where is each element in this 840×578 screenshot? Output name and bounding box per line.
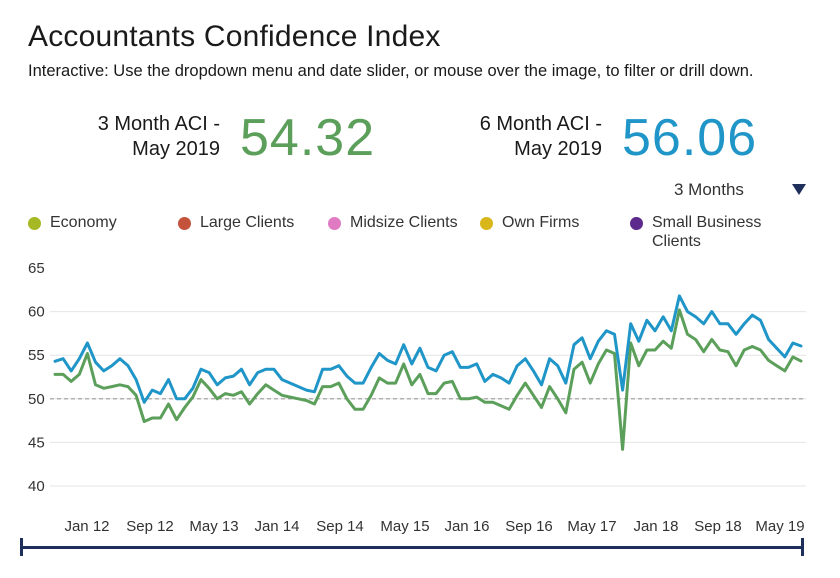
x-tick-label: May 19 — [755, 518, 804, 535]
legend-label: Midsize Clients — [350, 214, 458, 231]
period-dropdown[interactable]: 3 Months — [640, 178, 810, 204]
y-tick-label: 60 — [28, 304, 45, 321]
series-line-6-month-aci[interactable] — [53, 294, 803, 404]
legend-dot-icon — [178, 217, 191, 230]
kpi-6-month-label-line1: 6 Month ACI - — [479, 113, 602, 135]
y-tick-label: 50 — [28, 391, 45, 408]
legend-dot-icon — [328, 217, 341, 230]
x-tick-label: Jan 16 — [444, 518, 489, 535]
legend-dot-icon — [630, 217, 643, 230]
legend: Economy Large Clients Midsize Clients Ow… — [28, 213, 818, 255]
chart-subtitle: Interactive: Use the dropdown menu and d… — [28, 62, 754, 80]
legend-label: Own Firms — [502, 214, 580, 231]
kpi-6-month-label: 6 Month ACI - May 2019 — [442, 112, 602, 162]
slider-handle-start[interactable] — [20, 538, 23, 556]
y-axis-ticks: 65 60 55 50 45 40 — [28, 260, 45, 495]
series-line-3-month-aci[interactable] — [53, 308, 803, 451]
x-tick-label: Jan 18 — [633, 518, 678, 535]
y-tick-label: 45 — [28, 434, 45, 451]
chart-title: Accountants Confidence Index — [28, 20, 441, 53]
x-tick-label: Jan 12 — [64, 518, 109, 535]
legend-label: Small Business Clients — [652, 214, 762, 250]
x-tick-label: May 13 — [189, 518, 238, 535]
period-dropdown-value: 3 Months — [674, 180, 744, 199]
kpi-3-month-label-line1: 3 Month ACI - — [97, 113, 220, 135]
chart-series — [53, 294, 803, 451]
slider-handle-end[interactable] — [801, 538, 804, 556]
x-tick-label: May 15 — [380, 518, 429, 535]
kpi-3-month-value: 54.32 — [240, 109, 376, 167]
legend-label: Economy — [50, 214, 117, 231]
triangle-down-icon — [792, 184, 806, 195]
kpi-3-month-label: 3 Month ACI - May 2019 — [60, 112, 220, 162]
y-tick-label: 40 — [28, 478, 45, 495]
x-tick-label: Sep 16 — [505, 518, 553, 535]
date-range-slider[interactable] — [20, 538, 804, 556]
y-tick-label: 55 — [28, 347, 45, 364]
kpi-6-month-value: 56.06 — [622, 109, 758, 167]
y-tick-label: 65 — [28, 260, 45, 277]
legend-dot-icon — [28, 217, 41, 230]
x-tick-label: Sep 12 — [126, 518, 174, 535]
aci-line-chart[interactable]: 65 60 55 50 45 40 Jan 12 Sep 12 May 13 Jan 14 Sep… — [0, 255, 840, 540]
x-axis-ticks: Jan 12 Sep 12 May 13 Jan 14 Sep 14 May 15 Jan … — [64, 518, 804, 535]
x-tick-label: Sep 14 — [316, 518, 364, 535]
slider-track — [22, 546, 802, 549]
x-tick-label: Jan 14 — [254, 518, 299, 535]
kpi-3-month-label-line2: May 2019 — [132, 138, 220, 160]
x-tick-label: May 17 — [567, 518, 616, 535]
legend-dot-icon — [480, 217, 493, 230]
legend-label: Large Clients — [200, 214, 295, 231]
x-tick-label: Sep 18 — [694, 518, 742, 535]
kpi-6-month-label-line2: May 2019 — [514, 138, 602, 160]
